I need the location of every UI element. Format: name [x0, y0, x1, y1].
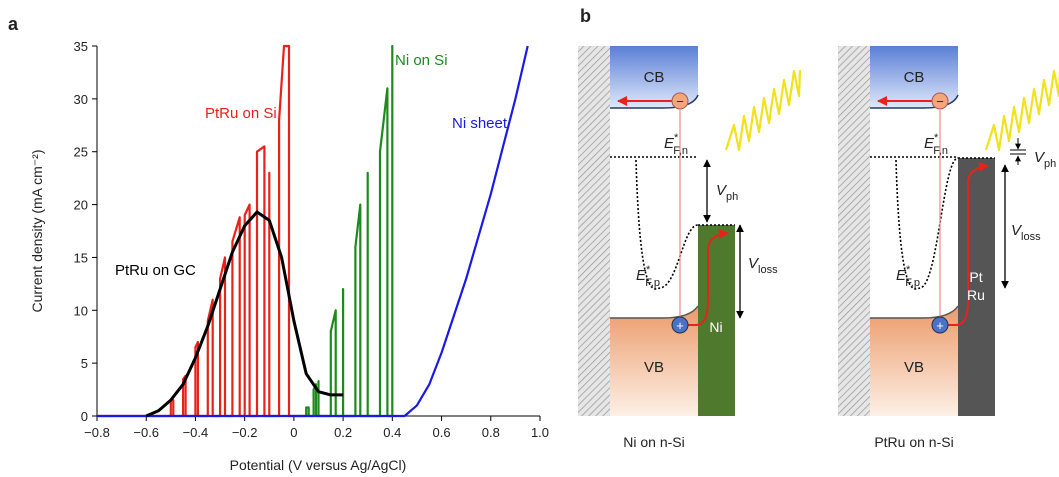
hole-path	[948, 161, 989, 326]
y-tick-label: 0	[81, 409, 88, 424]
y-tick-label: 35	[74, 39, 88, 54]
hole	[931, 316, 949, 334]
series-label: PtRu on GC	[115, 262, 196, 279]
symbol-sub: F,n	[933, 145, 948, 157]
symbol: E* F,p	[636, 264, 660, 289]
hole-path	[688, 228, 729, 326]
x-tick-label: −0.4	[183, 425, 209, 440]
symbol: Vloss	[1011, 222, 1041, 243]
vb-edge	[610, 305, 699, 319]
cb-label: CB	[644, 69, 665, 86]
electron-sign: −	[936, 94, 944, 109]
symbol-sub: loss	[1021, 231, 1041, 243]
diagram-caption: PtRu on n-Si	[874, 434, 953, 450]
electrode-hatch	[838, 46, 870, 416]
y-tick-label: 10	[74, 303, 88, 318]
symbol-sup: *	[934, 132, 939, 144]
electrode-hatch	[578, 46, 610, 416]
symbol-sub: ph	[726, 191, 738, 203]
electron	[931, 92, 949, 110]
symbol-main: E	[636, 267, 647, 284]
cb-label: CB	[904, 69, 925, 86]
symbol-sub: F,n	[673, 145, 688, 157]
series-label: PtRu on Si	[205, 105, 277, 122]
symbol: Vph	[1034, 149, 1056, 170]
conduction-band	[870, 46, 958, 108]
vb-edge	[870, 305, 959, 319]
y-tick-label: 5	[81, 356, 88, 371]
vb-label: VB	[904, 359, 924, 376]
x-tick-label: 0.6	[433, 425, 451, 440]
y-tick-label: 20	[74, 198, 88, 213]
symbol-sub: ph	[1044, 158, 1056, 170]
x-tick-label: 0.8	[482, 425, 500, 440]
symbol-sub: F,p	[645, 277, 660, 289]
fermi-p	[635, 159, 699, 290]
symbol: E* F,n	[924, 132, 948, 157]
y-tick-label: 25	[74, 145, 88, 160]
valence-band	[870, 306, 958, 416]
data-line	[293, 44, 394, 418]
diagram-caption: Ni on n-Si	[623, 434, 684, 450]
hole	[671, 316, 689, 334]
x-tick-label: −0.6	[133, 425, 159, 440]
symbol: Vph	[716, 182, 738, 203]
electron	[671, 92, 689, 110]
y-axis-label: Current density (mA cm⁻²)	[29, 150, 45, 313]
symbol-main: V	[716, 182, 728, 199]
symbol: E* F,n	[664, 132, 688, 157]
x-tick-label: 0	[290, 425, 297, 440]
symbol-sup: *	[646, 264, 651, 276]
x-axis-label: Potential (V versus Ag/AgCl)	[230, 457, 407, 473]
symbol-sup: *	[674, 132, 679, 144]
y-tick-label: 15	[74, 250, 88, 265]
fermi-p	[895, 157, 959, 290]
metal-label: Pt	[969, 269, 982, 285]
data-line	[145, 210, 344, 418]
x-tick-label: −0.8	[84, 425, 110, 440]
hole-sign: +	[936, 318, 944, 333]
symbol-sub: loss	[758, 264, 778, 276]
conduction-band	[610, 46, 698, 108]
vb-label: VB	[644, 359, 664, 376]
symbol-sub: F,p	[905, 277, 920, 289]
symbol-main: V	[748, 255, 760, 272]
metal-label: Ni	[709, 319, 722, 335]
panel-label: b	[580, 6, 591, 26]
light	[724, 69, 802, 152]
metal	[958, 158, 995, 416]
symbol-main: V	[1034, 149, 1046, 166]
symbol-main: E	[896, 267, 907, 284]
light	[984, 69, 1059, 152]
valence-band	[610, 306, 698, 416]
data-line	[97, 45, 529, 418]
series-label: Ni sheet	[452, 115, 508, 132]
x-tick-label: 1.0	[531, 425, 549, 440]
hole-sign: +	[676, 318, 684, 333]
x-tick-label: −0.2	[232, 425, 258, 440]
metal-label: Ru	[967, 287, 985, 303]
panel-label: a	[8, 14, 19, 34]
series-label: Ni on Si	[395, 52, 448, 69]
symbol-main: E	[924, 135, 935, 152]
x-tick-label: 0.2	[334, 425, 352, 440]
symbol-main: V	[1011, 222, 1023, 239]
symbol-sup: *	[906, 264, 911, 276]
electron-sign: −	[676, 94, 684, 109]
symbol-main: E	[664, 135, 675, 152]
symbol: E* F,p	[896, 264, 920, 289]
y-tick-label: 30	[74, 92, 88, 107]
symbol: Vloss	[748, 255, 778, 276]
x-tick-label: 0.4	[383, 425, 401, 440]
